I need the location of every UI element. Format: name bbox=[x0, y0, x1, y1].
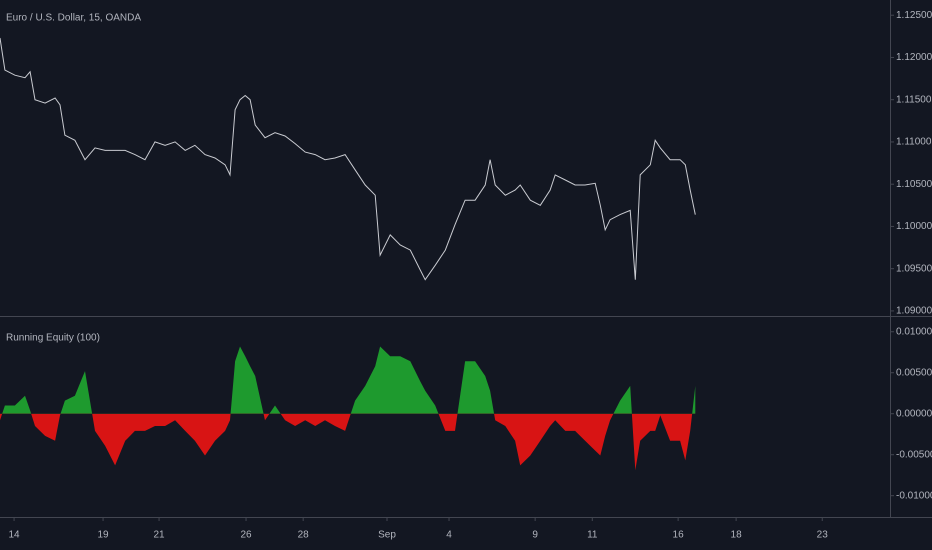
y-tick-label: -0.00500 bbox=[896, 449, 932, 460]
y-tick-label: 1.11000 bbox=[896, 137, 932, 148]
y-tick-label: 1.09500 bbox=[896, 263, 932, 274]
y-tick-label: -0.01000 bbox=[896, 490, 932, 501]
x-tick-label: 21 bbox=[153, 530, 165, 541]
x-tick-label: Sep bbox=[378, 530, 396, 541]
indicator-title: Running Equity (100) bbox=[6, 333, 100, 344]
y-tick-label: 1.10500 bbox=[896, 179, 932, 190]
x-tick-label: 16 bbox=[673, 530, 685, 541]
y-tick-label: 1.12000 bbox=[896, 52, 932, 63]
x-tick-label: 23 bbox=[817, 530, 829, 541]
y-tick-label: 0.00500 bbox=[896, 367, 932, 378]
equity-area-positive bbox=[0, 346, 696, 414]
x-tick-label: 4 bbox=[446, 530, 452, 541]
y-tick-label: 1.10000 bbox=[896, 221, 932, 232]
x-tick-label: 26 bbox=[240, 530, 252, 541]
x-tick-label: 9 bbox=[532, 530, 538, 541]
y-tick-label: 1.09000 bbox=[896, 306, 932, 317]
y-tick-label: 0.00000 bbox=[896, 408, 932, 419]
chart-title: Euro / U.S. Dollar, 15, OANDA bbox=[6, 13, 141, 24]
price-line bbox=[0, 37, 696, 281]
x-tick-label: 28 bbox=[298, 530, 310, 541]
x-tick-label: 14 bbox=[9, 530, 21, 541]
x-tick-label: 18 bbox=[731, 530, 743, 541]
x-tick-label: 19 bbox=[98, 530, 110, 541]
y-tick-label: 0.01000 bbox=[896, 326, 932, 337]
equity-area-negative bbox=[0, 413, 693, 471]
y-tick-label: 1.12500 bbox=[896, 10, 932, 21]
y-tick-label: 1.11500 bbox=[896, 94, 932, 105]
x-tick-label: 11 bbox=[587, 530, 598, 541]
